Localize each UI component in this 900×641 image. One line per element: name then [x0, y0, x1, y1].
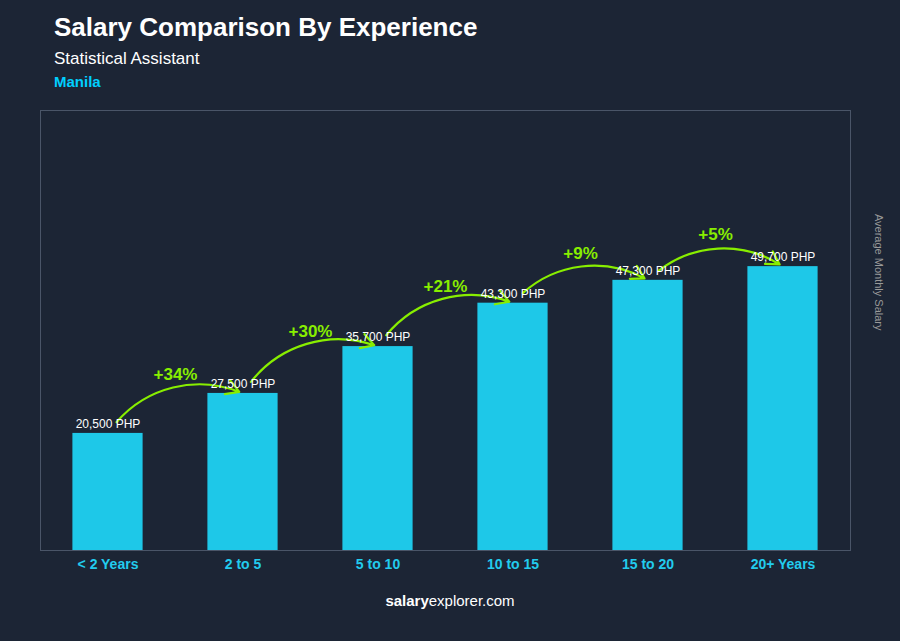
svg-text:+34%: +34% — [154, 365, 198, 384]
svg-text:+30%: +30% — [289, 322, 333, 341]
svg-text:+21%: +21% — [424, 277, 468, 296]
svg-text:47,300 PHP: 47,300 PHP — [616, 264, 681, 278]
svg-text:49,700 PHP: 49,700 PHP — [751, 250, 816, 264]
svg-text:35,700 PHP: 35,700 PHP — [346, 330, 411, 344]
svg-text:20+ Years: 20+ Years — [751, 556, 816, 572]
svg-text:43,300 PHP: 43,300 PHP — [481, 287, 546, 301]
svg-text:+5%: +5% — [698, 225, 733, 244]
html-text:Manila: Manila — [54, 73, 101, 90]
svg-text:10 to 15: 10 to 15 — [487, 556, 539, 572]
html-text:Statistical Assistant: Statistical Assistant — [54, 49, 200, 68]
html-text:Salary Comparison By Experienc: Salary Comparison By Experience — [54, 12, 478, 42]
svg-text:5 to 10: 5 to 10 — [356, 556, 401, 572]
svg-text:20,500 PHP: 20,500 PHP — [76, 417, 141, 431]
svg-text:Average Monthly Salary: Average Monthly Salary — [873, 214, 885, 331]
svg-text:+9%: +9% — [563, 244, 598, 263]
svg-text:27,500 PHP: 27,500 PHP — [211, 377, 276, 391]
svg-text:< 2 Years: < 2 Years — [78, 556, 139, 572]
svg-text:2 to 5: 2 to 5 — [225, 556, 262, 572]
svg-text:15 to 20: 15 to 20 — [622, 556, 674, 572]
html-text:salary explorer.com: salary explorer.com — [385, 592, 515, 609]
